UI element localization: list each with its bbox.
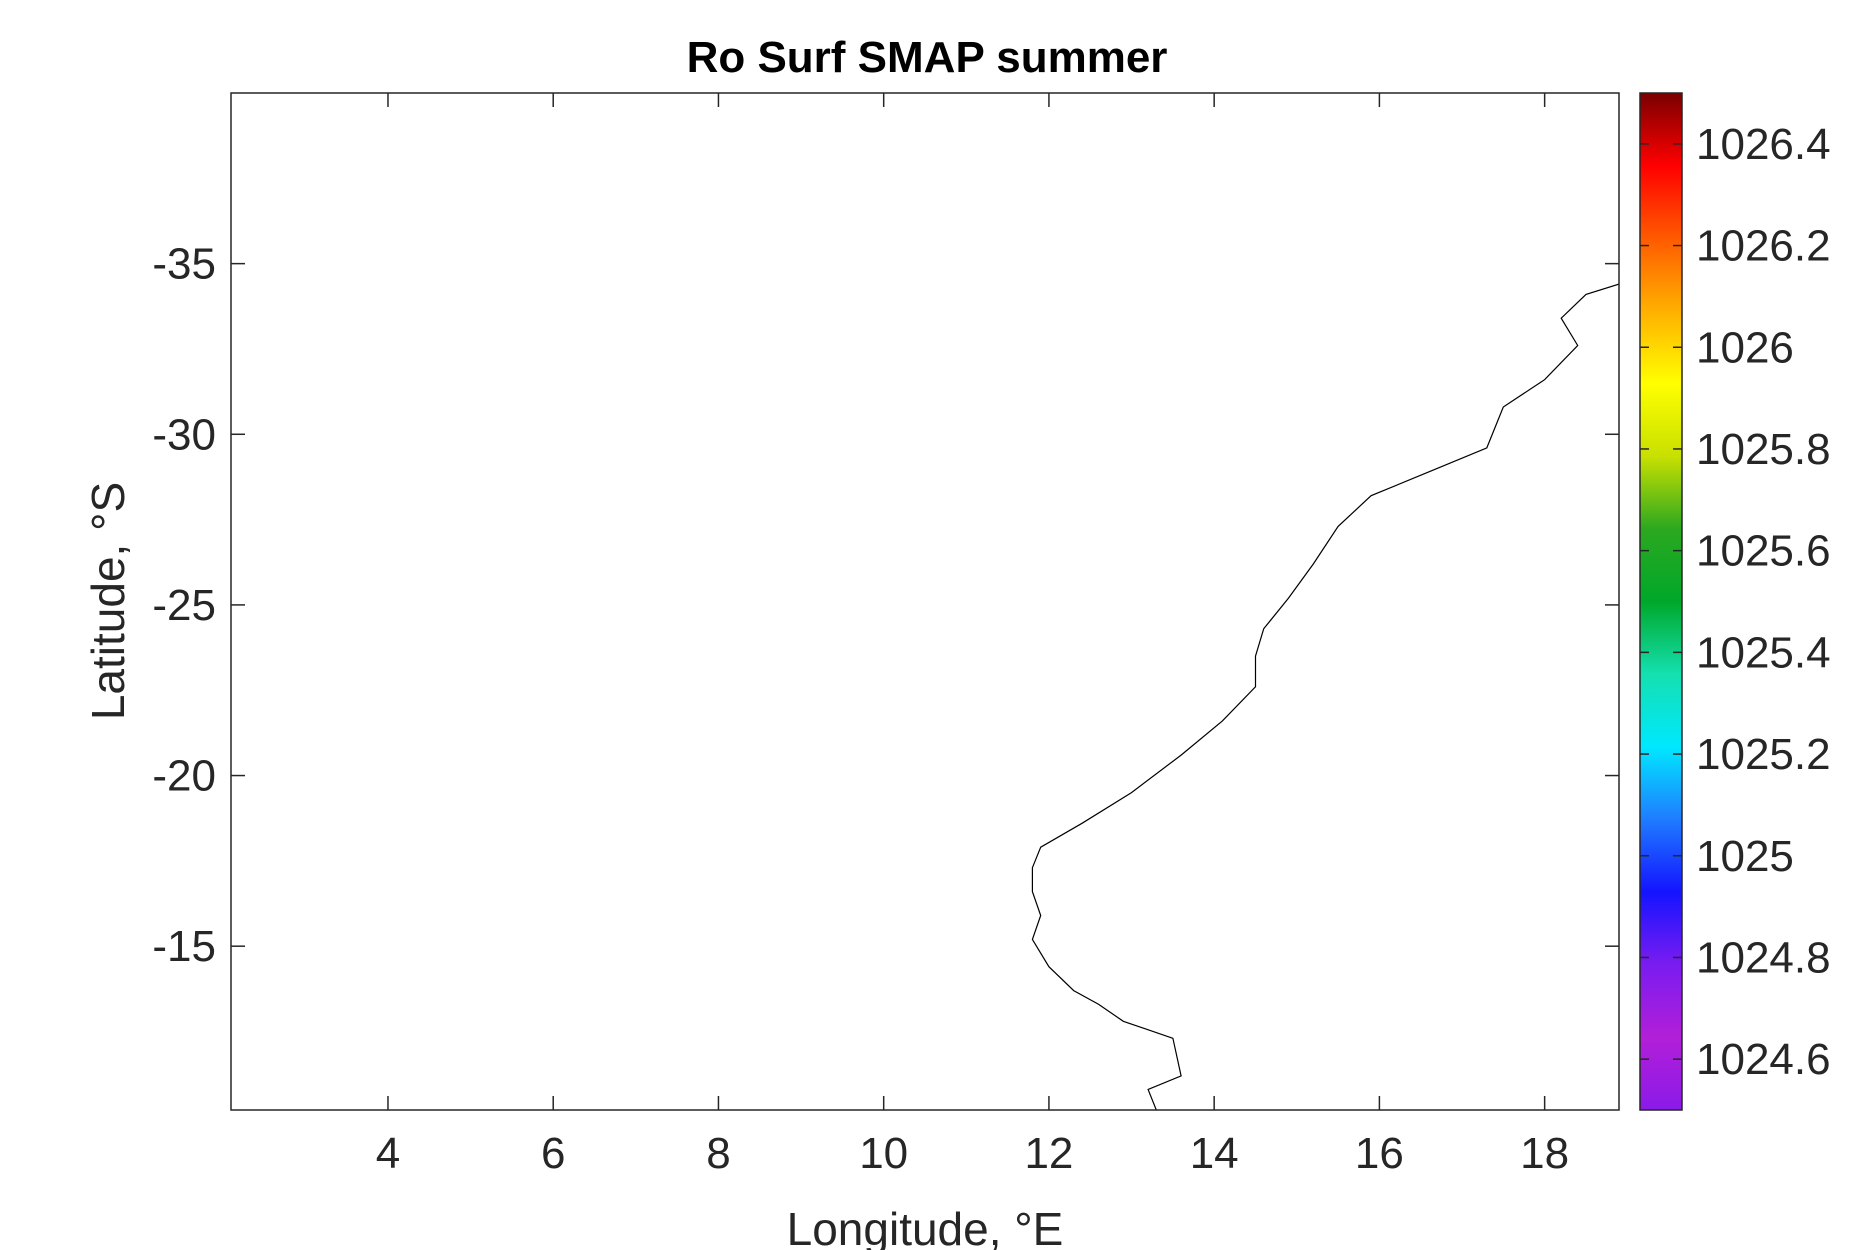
y-axis-label: Latitude, °S xyxy=(82,482,134,720)
x-axis: 4 6 8 10 12 14 16 18 xyxy=(376,93,1569,1178)
x-tick-label: 14 xyxy=(1190,1129,1239,1178)
plot-background xyxy=(231,93,1619,1110)
colorbar-ticks: 1026.4 1026.2 1026 1025.8 1025.6 1025.4 1025.2… xyxy=(1640,120,1831,1084)
x-tick-label: 10 xyxy=(859,1129,908,1178)
x-tick-label: 8 xyxy=(706,1129,730,1178)
colorbar-tick-label: 1025.6 xyxy=(1696,527,1831,576)
colorbar-tick-label: 1025.2 xyxy=(1696,730,1831,779)
y-tick-label: -25 xyxy=(152,581,216,630)
y-tick-label: -35 xyxy=(152,240,216,289)
x-tick-label: 16 xyxy=(1355,1129,1404,1178)
x-axis-label: Longitude, °E xyxy=(787,1203,1064,1250)
colorbar-tick-label: 1025 xyxy=(1696,832,1794,881)
x-tick-label: 4 xyxy=(376,1129,400,1178)
y-axis: -15 -20 -25 -30 -35 xyxy=(152,240,1619,971)
x-tick-label: 12 xyxy=(1024,1129,1073,1178)
colorbar-tick-label: 1025.4 xyxy=(1696,628,1831,677)
coastline-line xyxy=(1031,283,1619,1110)
y-tick-label: -15 xyxy=(152,922,216,971)
colorbar-tick-label: 1024.6 xyxy=(1696,1035,1831,1084)
plot-frame xyxy=(230,92,1620,1111)
chart-title: Ro Surf SMAP summer xyxy=(687,33,1168,82)
colorbar-tick-label: 1026.2 xyxy=(1696,222,1831,271)
colorbar-tick-label: 1026 xyxy=(1696,323,1794,372)
y-tick-label: -20 xyxy=(152,752,216,801)
x-tick-label: 6 xyxy=(541,1129,565,1178)
colorbar: 1026.4 1026.2 1026 1025.8 1025.6 1025.4 1025.2… xyxy=(1639,92,1831,1111)
colorbar-tick-label: 1024.8 xyxy=(1696,933,1831,982)
colorbar-tick-label: 1026.4 xyxy=(1696,120,1831,169)
x-tick-label: 18 xyxy=(1520,1129,1569,1178)
colorbar-bar xyxy=(1639,92,1683,1111)
plot-area xyxy=(230,92,1620,1111)
y-tick-label: -30 xyxy=(152,410,216,459)
colorbar-tick-label: 1025.8 xyxy=(1696,425,1831,474)
